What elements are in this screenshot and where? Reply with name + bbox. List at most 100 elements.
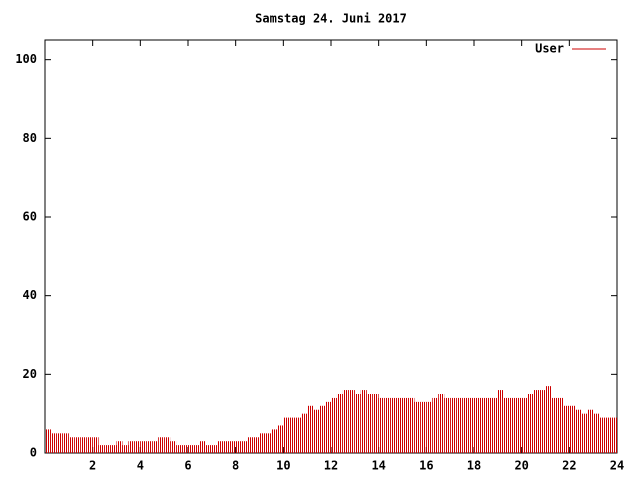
impulse-bar bbox=[456, 397, 463, 453]
impulse-bar bbox=[146, 441, 153, 453]
impulse-bar bbox=[62, 433, 69, 453]
impulse-bar bbox=[563, 405, 570, 453]
impulse-bar bbox=[110, 445, 117, 453]
x-tick-label: 16 bbox=[419, 459, 433, 473]
y-tick-label: 20 bbox=[23, 367, 37, 381]
x-tick-label: 8 bbox=[232, 459, 239, 473]
impulse-bar bbox=[545, 386, 552, 453]
impulse-bar bbox=[50, 433, 57, 453]
impulse-bar bbox=[104, 445, 111, 453]
impulse-bar bbox=[122, 445, 129, 453]
impulse-bar bbox=[241, 441, 248, 453]
impulse-bar bbox=[354, 394, 361, 453]
impulse-bar bbox=[587, 409, 594, 453]
impulse-bar bbox=[98, 445, 105, 453]
x-tick-label: 4 bbox=[137, 459, 144, 473]
impulse-bar bbox=[611, 417, 617, 453]
impulse-bar bbox=[283, 417, 290, 453]
impulse-bar bbox=[450, 397, 457, 453]
impulse-bar bbox=[176, 445, 183, 453]
impulse-bar bbox=[551, 397, 558, 453]
y-tick-label: 80 bbox=[23, 131, 37, 145]
y-tick-label: 0 bbox=[30, 446, 37, 460]
impulse-bar bbox=[229, 441, 236, 453]
impulse-bar bbox=[253, 437, 260, 453]
impulse-bar bbox=[491, 397, 498, 453]
impulse-bar bbox=[569, 405, 576, 453]
x-tick-label: 20 bbox=[514, 459, 528, 473]
impulse-bar bbox=[521, 397, 528, 453]
impulse-bar bbox=[128, 441, 135, 453]
impulse-bar bbox=[301, 413, 308, 453]
impulse-bar bbox=[593, 413, 600, 453]
impulse-bar bbox=[152, 441, 159, 453]
y-tick-label: 100 bbox=[15, 52, 37, 66]
impulse-bar bbox=[503, 397, 510, 453]
y-tick-label: 40 bbox=[23, 288, 37, 302]
impulse-bar bbox=[479, 397, 486, 453]
impulse-bar bbox=[188, 445, 194, 453]
impulse-bar bbox=[313, 409, 320, 453]
impulse-bar bbox=[402, 397, 409, 453]
impulse-bar bbox=[271, 429, 278, 453]
impulse-bar bbox=[539, 390, 546, 453]
impulse-bar bbox=[68, 437, 75, 453]
impulse-bar bbox=[366, 394, 373, 453]
impulse-bar bbox=[164, 437, 171, 453]
impulse-bar bbox=[170, 441, 177, 453]
impulse-bar bbox=[325, 401, 331, 453]
x-tick-label: 12 bbox=[324, 459, 338, 473]
impulse-bar bbox=[605, 417, 612, 453]
impulse-bar bbox=[193, 445, 200, 453]
x-tick-label: 10 bbox=[276, 459, 290, 473]
impulse-bar bbox=[205, 445, 212, 453]
impulse-bar bbox=[348, 390, 355, 453]
impulse-bar bbox=[497, 390, 504, 453]
plot-frame bbox=[44, 39, 618, 454]
x-tick-label: 22 bbox=[562, 459, 576, 473]
impulse-bar bbox=[265, 433, 272, 453]
impulse-bar bbox=[235, 441, 242, 453]
impulse-bar bbox=[378, 397, 385, 453]
impulse-bar bbox=[360, 390, 367, 453]
impulse-bar bbox=[372, 394, 379, 453]
impulse-bar bbox=[140, 441, 147, 453]
impulse-bar bbox=[581, 413, 588, 453]
impulse-bar bbox=[384, 397, 391, 453]
impulse-bar bbox=[390, 397, 397, 453]
impulse-bar bbox=[259, 433, 266, 453]
impulse-bar bbox=[426, 401, 433, 453]
impulse-bar bbox=[295, 417, 302, 453]
impulse-bar bbox=[211, 445, 218, 453]
impulse-bar bbox=[277, 425, 284, 453]
impulse-bar bbox=[116, 441, 123, 453]
impulse-bar bbox=[45, 429, 51, 453]
impulse-bar bbox=[432, 397, 439, 453]
impulse-bar bbox=[92, 437, 99, 453]
x-tick-label: 6 bbox=[184, 459, 191, 473]
impulse-bar bbox=[182, 445, 188, 453]
impulse-bar bbox=[342, 390, 349, 453]
impulse-bar bbox=[396, 397, 403, 453]
impulse-bar bbox=[319, 405, 326, 453]
x-tick-label: 2 bbox=[89, 459, 96, 473]
impulse-bar bbox=[86, 437, 93, 453]
x-tick-label: 24 bbox=[610, 459, 624, 473]
impulse-bar bbox=[485, 397, 492, 453]
impulse-bar bbox=[557, 397, 564, 453]
impulse-bar bbox=[438, 394, 445, 453]
impulse-bar bbox=[420, 401, 427, 453]
impulse-bar bbox=[527, 394, 534, 453]
impulse-bar bbox=[414, 401, 421, 453]
x-tick-label: 18 bbox=[467, 459, 481, 473]
impulse-bar bbox=[289, 417, 296, 453]
impulse-bar bbox=[134, 441, 141, 453]
impulse-bar bbox=[533, 390, 540, 453]
x-tick-label: 14 bbox=[371, 459, 385, 473]
impulse-bar bbox=[575, 409, 582, 453]
legend-label: User bbox=[535, 42, 564, 56]
impulse-bar bbox=[217, 441, 224, 453]
impulse-bar bbox=[468, 397, 474, 453]
impulse-bar bbox=[336, 394, 343, 453]
